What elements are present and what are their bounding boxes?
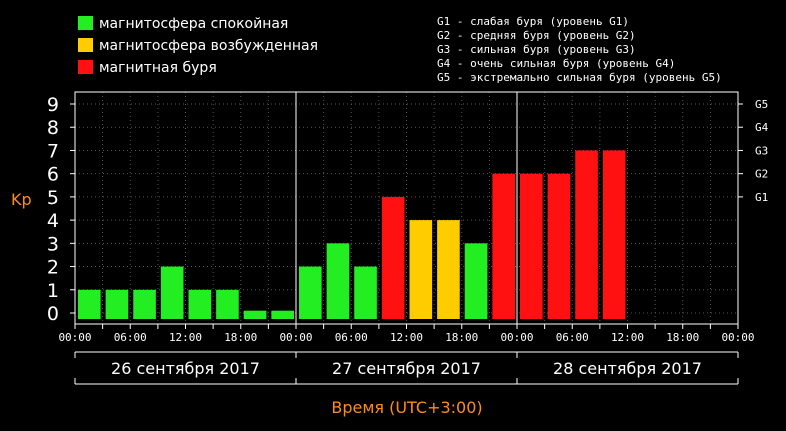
kp-bar [326, 243, 350, 319]
kp-bar [271, 310, 294, 319]
y-tick-label: 8 [47, 117, 59, 139]
y-tick-label: 1 [47, 280, 59, 302]
kp-bar [133, 289, 156, 319]
x-time-label: 18:00 [445, 331, 478, 344]
y-tick-label: 9 [47, 94, 59, 116]
axes [70, 91, 743, 385]
legend-swatch-active [78, 38, 93, 52]
x-time-label: 12:00 [169, 331, 202, 344]
bars [78, 150, 626, 319]
kp-bar [409, 220, 433, 319]
grid [75, 92, 738, 324]
day-label: 28 сентября 2017 [553, 359, 702, 378]
kp-bar [105, 289, 129, 319]
storm-levels-legend: G1 - слабая буря (уровень G1) G2 - средн… [437, 15, 722, 84]
day-label: 26 сентября 2017 [111, 359, 260, 378]
kp-bar [299, 266, 322, 319]
kp-bar [575, 150, 598, 319]
kp-bar [464, 243, 488, 319]
storm-level-g2: G2 - средняя буря (уровень G2) [437, 29, 636, 42]
kp-bar [492, 173, 515, 319]
y-tick-label: 4 [47, 210, 59, 232]
legend-label-storm: магнитная буря [99, 60, 217, 76]
g-level-label: G4 [755, 121, 769, 134]
y-tick-label: 0 [47, 303, 59, 325]
x-axis-label: Время (UTC+3:00) [331, 398, 482, 417]
storm-level-g3: G3 - сильная буря (уровень G3) [437, 43, 636, 56]
kp-bar [216, 289, 239, 319]
kp-bar [602, 150, 626, 319]
kp-bar [160, 266, 184, 319]
g-level-label: G3 [755, 144, 768, 157]
storm-level-g5: G5 - экстремально сильная буря (уровень … [437, 71, 722, 84]
legend-label-active: магнитосфера возбужденная [99, 38, 318, 54]
kp-bar [547, 173, 571, 319]
y-axis-label: Kp [11, 190, 32, 209]
storm-level-g1: G1 - слабая буря (уровень G1) [437, 15, 629, 28]
x-time-label: 00:00 [500, 331, 533, 344]
kp-bar [520, 173, 543, 319]
g-level-label: G2 [755, 168, 768, 181]
x-time-label: 18:00 [224, 331, 257, 344]
y-tick-label: 5 [47, 187, 59, 209]
kp-bar [354, 266, 377, 319]
kp-bar [243, 310, 267, 319]
x-time-label: 06:00 [114, 331, 147, 344]
legend-swatch-storm [78, 60, 93, 74]
x-time-label: 00:00 [58, 331, 91, 344]
storm-level-g4: G4 - очень сильная буря (уровень G4) [437, 57, 675, 70]
legend-label-quiet: магнитосфера спокойная [99, 16, 288, 32]
kp-bar [188, 289, 212, 319]
y-tick-label: 7 [47, 140, 59, 162]
legend-swatch-quiet [78, 16, 93, 30]
x-time-label: 00:00 [721, 331, 754, 344]
g-level-label: G5 [755, 98, 768, 111]
y-tick-label: 6 [47, 164, 59, 186]
kp-bar [437, 220, 460, 319]
day-label: 27 сентября 2017 [332, 359, 481, 378]
g-level-label: G1 [755, 191, 768, 204]
x-time-label: 12:00 [611, 331, 644, 344]
kp-bar [78, 289, 101, 319]
x-time-label: 06:00 [335, 331, 368, 344]
legend: магнитосфера спокойная магнитосфера возб… [78, 16, 318, 76]
y-tick-label: 3 [47, 233, 59, 255]
x-time-label: 18:00 [666, 331, 699, 344]
x-time-label: 00:00 [279, 331, 312, 344]
x-time-label: 06:00 [556, 331, 589, 344]
y-tick-label: 2 [47, 257, 59, 279]
x-time-label: 12:00 [390, 331, 423, 344]
kp-bar [381, 196, 405, 319]
